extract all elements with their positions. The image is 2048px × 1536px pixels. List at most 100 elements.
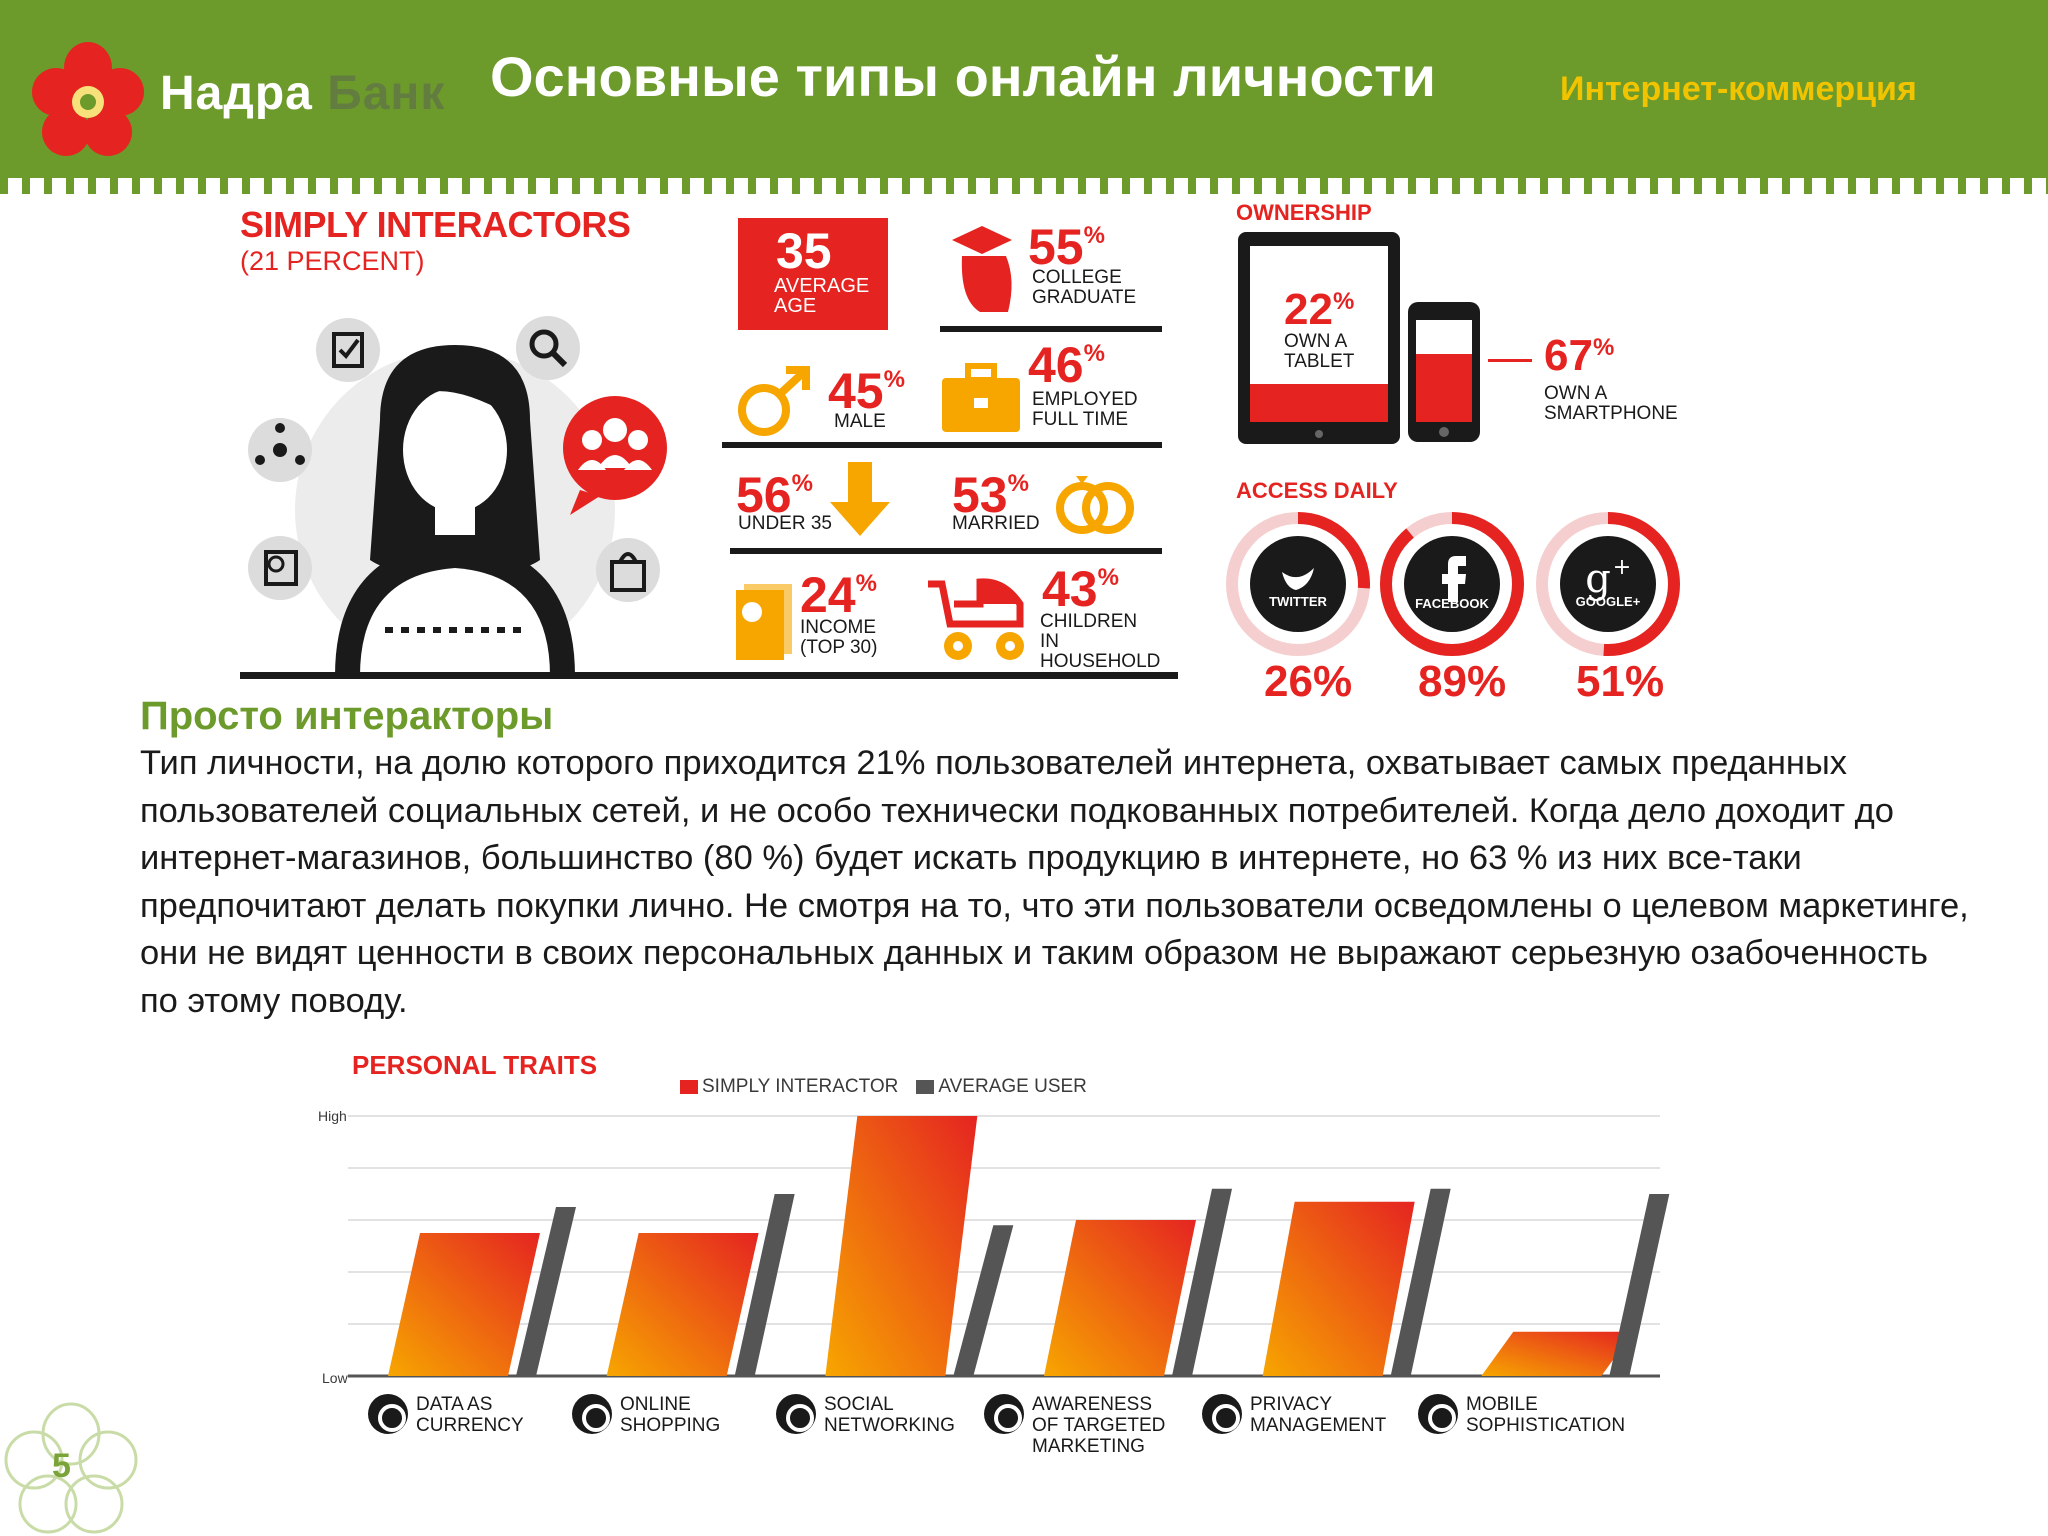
x-category-5: MOBILE SOPHISTICATION	[1418, 1394, 1646, 1436]
svg-text:+: +	[1613, 555, 1631, 580]
tablet-label: OWN A TABLET	[1284, 331, 1355, 372]
stroller-icon	[928, 578, 1024, 660]
description-body: Тип личности, на долю которого приходитс…	[140, 744, 1969, 1020]
targeted-marketing-icon	[984, 1394, 1024, 1434]
flower-logo-icon	[32, 42, 144, 156]
data-currency-icon	[368, 1394, 408, 1434]
network-icon	[248, 418, 312, 482]
bar-average-user	[734, 1194, 795, 1376]
bar-simply-interactor	[825, 1116, 978, 1376]
googleplus-value: 51%	[1576, 657, 1665, 706]
section-tag: Интернет-коммерция	[1560, 70, 1917, 108]
twitter-label: TWITTER	[1269, 594, 1327, 609]
divider-row3	[730, 548, 1162, 554]
income-value: 24%	[800, 567, 877, 623]
briefcase-icon	[942, 363, 1020, 432]
employed-label: EMPLOYED FULL TIME	[1032, 389, 1138, 430]
flower-outline-icon	[4, 1402, 138, 1534]
chart-legend: SIMPLY INTERACTOR AVERAGE USER	[680, 1076, 1087, 1098]
income-label: INCOME (TOP 30)	[800, 617, 878, 658]
arrow-down-icon	[830, 462, 890, 536]
persona-illustration	[248, 316, 667, 676]
analytics-icon	[248, 536, 312, 600]
ownership-title: OWNERSHIP	[1236, 200, 1372, 225]
average-age-value: 35	[776, 223, 832, 279]
legend-item-simply-interactor: SIMPLY INTERACTOR	[680, 1076, 898, 1098]
bar-average-user	[1172, 1188, 1232, 1376]
shopping-bag-icon	[596, 538, 660, 602]
married-value: 53%	[952, 467, 1029, 523]
x-category-3: AWARENESS OF TARGETED MARKETING	[984, 1394, 1172, 1457]
online-shopping-icon	[572, 1394, 612, 1434]
tablet-value: 22%	[1284, 285, 1355, 334]
bar-average-user	[1390, 1188, 1451, 1376]
checklist-icon	[316, 318, 380, 382]
smartphone-icon	[1408, 302, 1480, 442]
mobile-sophistication-icon	[1418, 1394, 1458, 1434]
facebook-icon	[1442, 556, 1466, 602]
male-label: MALE	[834, 411, 886, 432]
x-category-1: ONLINE SHOPPING	[572, 1394, 730, 1436]
male-icon	[738, 366, 810, 436]
twitter-icon	[1282, 568, 1314, 590]
header-bar	[0, 0, 2048, 178]
facebook-value: 89%	[1418, 657, 1507, 706]
googleplus-icon: g	[1585, 556, 1611, 602]
smartphone-connector	[1488, 359, 1532, 362]
rings-icon	[1056, 476, 1134, 534]
facebook-label: FACEBOOK	[1415, 596, 1489, 611]
average-age-label: AVERAGE AGE	[774, 275, 870, 317]
tablet-icon	[1238, 232, 1400, 444]
search-icon	[516, 316, 580, 380]
average-age-box	[738, 218, 888, 330]
bar-simply-interactor	[1481, 1331, 1634, 1376]
college-value: 55%	[1028, 219, 1105, 275]
header-stripe	[0, 178, 2048, 194]
chat-group-icon	[563, 396, 667, 515]
bar-simply-interactor	[388, 1233, 540, 1376]
divider-row1	[940, 326, 1162, 332]
twitter-value: 26%	[1264, 657, 1353, 706]
under35-label: UNDER 35	[738, 513, 832, 534]
chart-title: PERSONAL TRAITS	[352, 1050, 598, 1080]
bar-average-user	[953, 1225, 1014, 1376]
bar-average-user	[516, 1207, 576, 1376]
children-label: CHILDREN IN HOUSEHOLD	[1040, 611, 1161, 672]
twitter-ring	[1226, 512, 1370, 656]
x-category-4: PRIVACY MANAGEMENT	[1202, 1394, 1410, 1436]
male-value: 45%	[828, 363, 905, 419]
x-category-2: SOCIAL NETWORKING	[776, 1394, 964, 1436]
bar-simply-interactor	[1044, 1220, 1196, 1376]
bar-average-user	[1609, 1194, 1670, 1376]
married-label: MARRIED	[952, 513, 1040, 534]
college-label: COLLEGE GRADUATE	[1032, 267, 1137, 308]
access-daily-title: ACCESS DAILY	[1236, 478, 1398, 503]
smartphone-label: OWN A SMARTPHONE	[1544, 383, 1678, 424]
divider-row2	[722, 442, 1162, 448]
under35-value: 56%	[736, 467, 813, 523]
graduation-icon	[952, 226, 1012, 312]
smartphone-value: 67%	[1544, 331, 1615, 380]
x-category-0: DATA AS CURRENCY	[368, 1394, 536, 1436]
description-title: Просто интеракторы	[140, 694, 554, 738]
privacy-management-icon	[1202, 1394, 1242, 1434]
page-number: 5	[52, 1447, 71, 1485]
y-label-high: High	[318, 1108, 347, 1124]
page-title: Основные типы онлайн личности	[490, 45, 1436, 108]
money-icon	[736, 584, 792, 660]
children-value: 43%	[1042, 561, 1119, 617]
employed-value: 46%	[1028, 337, 1105, 393]
infographic-baseline	[240, 672, 1178, 679]
segment-subtitle: (21 PERCENT)	[240, 246, 425, 276]
brand-name: Надра Банк	[160, 67, 446, 120]
segment-title: SIMPLY INTERACTORS	[240, 204, 631, 245]
legend-item-average-user: AVERAGE USER	[916, 1076, 1087, 1098]
googleplus-label: GOOGLE+	[1575, 594, 1641, 609]
social-networking-icon	[776, 1394, 816, 1434]
googleplus-ring: g +	[1536, 512, 1680, 656]
personal-traits-chart	[348, 1115, 1670, 1378]
bar-simply-interactor	[1262, 1201, 1415, 1376]
y-label-low: Low	[322, 1370, 348, 1386]
bar-simply-interactor	[606, 1233, 759, 1376]
facebook-ring	[1380, 512, 1524, 656]
